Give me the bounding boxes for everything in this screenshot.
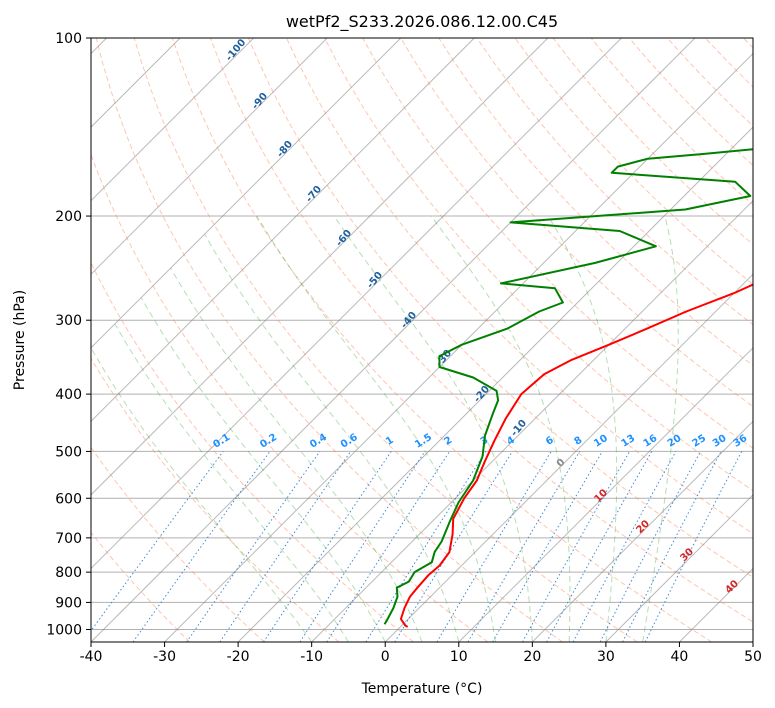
- x-tick-label: -40: [80, 649, 103, 665]
- mixing-ratio-line: [132, 451, 271, 642]
- isotherm: [237, 126, 753, 642]
- dry-adiabat: [171, 38, 713, 642]
- y-axis-label: Pressure (hPa): [12, 290, 28, 390]
- dry-adiabat: [91, 531, 191, 642]
- profile-lines: [383, 148, 753, 628]
- temperature-line: [399, 283, 753, 628]
- dewpoint-line: [383, 148, 753, 625]
- x-tick-label: 10: [450, 649, 468, 665]
- isotherm: [311, 199, 753, 642]
- mixing-ratio-line: [522, 451, 631, 642]
- mixing-ratio-line: [186, 451, 321, 642]
- plot-frame: [90, 37, 754, 643]
- moist-adiabat: [430, 215, 571, 642]
- y-tick-label: 100: [55, 31, 82, 47]
- mixing-ratio-label: 2: [442, 435, 454, 448]
- mixing-ratio-label: 4: [505, 435, 517, 448]
- dry-adiabat: [91, 357, 340, 642]
- isotherm: [164, 52, 753, 642]
- moist-adiabat: [204, 234, 460, 642]
- background-lines: [91, 38, 753, 642]
- x-tick-label: 20: [523, 649, 541, 665]
- y-tick-label: 800: [55, 565, 82, 581]
- mixing-ratio-line: [263, 451, 392, 642]
- dry-adiabat: [514, 38, 753, 285]
- isotherm: [458, 347, 753, 642]
- isotherm: [605, 494, 753, 642]
- x-tick-label: 0: [381, 649, 390, 665]
- y-tick-label: 300: [55, 313, 82, 329]
- y-tick-label: 400: [55, 387, 82, 403]
- x-axis-label: Temperature (°C): [361, 681, 483, 697]
- isotherm: [91, 38, 328, 275]
- x-tick-label: -20: [227, 649, 250, 665]
- mixing-ratio-line: [91, 451, 224, 632]
- x-tick-label: 30: [597, 649, 615, 665]
- mixing-ratio-line: [546, 451, 653, 642]
- x-tick-label: 50: [744, 649, 762, 665]
- mixing-ratio-line: [394, 451, 513, 642]
- y-tick-label: 1000: [46, 622, 82, 638]
- y-axis-ticks: 100 200 300 400 500 600 700 800 900 1000: [46, 31, 91, 638]
- y-tick-label: 600: [55, 491, 82, 507]
- mixing-ratio-line: [299, 451, 426, 642]
- isotherm: [91, 38, 255, 202]
- isotherm: [91, 38, 402, 349]
- isotherm: [384, 273, 753, 642]
- mixing-ratio-line: [326, 451, 451, 642]
- moist-adiabat: [333, 215, 533, 642]
- dry-adiabat: [324, 38, 753, 492]
- x-tick-label: -10: [300, 649, 323, 665]
- chart-title: wetPf2_S233.2026.086.12.00.C45: [286, 12, 558, 32]
- isotherm: [91, 38, 622, 570]
- isotherm: [531, 420, 753, 642]
- dry-adiabat: [438, 38, 753, 366]
- dry-adiabat: [247, 38, 753, 578]
- mixing-ratio-line: [219, 451, 352, 642]
- isotherm: [91, 38, 549, 496]
- y-tick-label: 700: [55, 531, 82, 547]
- x-axis-ticks: -40 -30 -20 -10 0 10 20 30 40 50: [80, 642, 762, 665]
- x-tick-label: -30: [153, 649, 176, 665]
- moist-adiabat: [642, 215, 679, 642]
- isotherm: [91, 38, 696, 642]
- y-tick-label: 500: [55, 444, 82, 460]
- moist-adiabat: [91, 348, 313, 642]
- x-tick-label: 40: [671, 649, 689, 665]
- moist-adiabat: [140, 297, 386, 642]
- mixing-ratio-label: 8: [572, 435, 584, 448]
- dry-adiabat: [91, 446, 265, 642]
- mixing-ratio-label: 1: [384, 435, 396, 448]
- moist-adiabat: [547, 215, 618, 642]
- dry-adiabat: [91, 261, 414, 642]
- mixing-ratio-line: [572, 451, 677, 642]
- dry-adiabat: [209, 38, 753, 623]
- y-tick-label: 900: [55, 595, 82, 611]
- isotherm: [91, 38, 475, 423]
- dry-adiabat: [91, 153, 489, 642]
- dry-adiabat: [400, 38, 753, 408]
- dry-adiabat: [133, 38, 638, 642]
- y-tick-label: 200: [55, 209, 82, 225]
- moist-adiabat: [170, 267, 423, 642]
- mixing-ratio-label: 6: [544, 435, 556, 448]
- mixing-ratio-line: [644, 451, 743, 642]
- dry-adiabat: [95, 38, 563, 642]
